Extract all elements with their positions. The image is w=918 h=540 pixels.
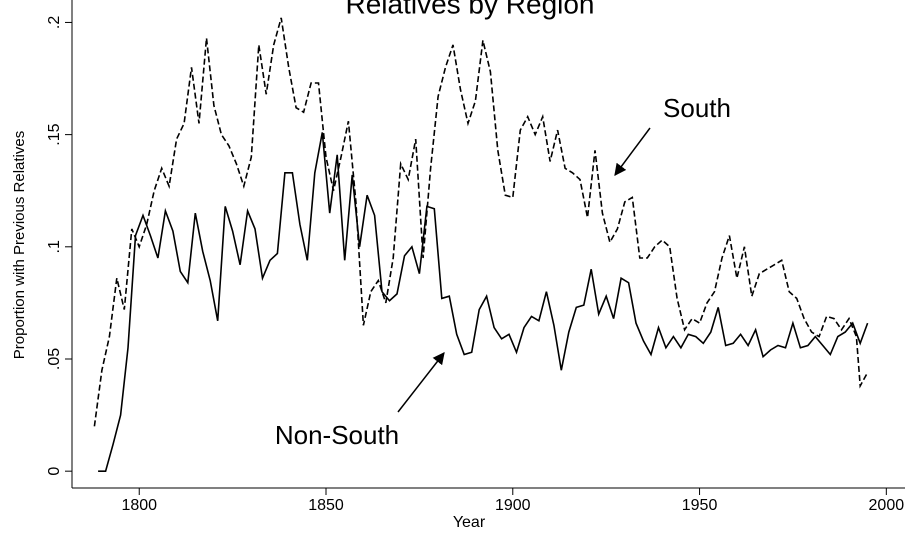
chart-title: Relatives by Region [345,0,594,19]
y-tick-label: .05 [46,348,63,370]
x-axis-label: Year [453,514,486,531]
line [93,17,869,427]
x-tick-label: 2000 [869,497,905,514]
x-tick-label: 1900 [495,497,531,514]
x-tick-label: 1950 [682,497,718,514]
y-tick-label: .2 [46,16,63,29]
y-tick-label: .15 [46,123,63,145]
y-tick-label: 0 [46,467,63,476]
y-tick-label: .1 [46,240,63,253]
y-axis-label: Proportion with Previous Relatives [11,131,28,359]
series-label: South [663,93,731,123]
x-tick-label: 1800 [121,497,157,514]
x-tick-label: 1850 [308,497,344,514]
series-label: Non-South [275,420,399,450]
line [98,132,869,472]
annotation-arrow [614,127,651,176]
annotation-arrow [397,352,445,413]
